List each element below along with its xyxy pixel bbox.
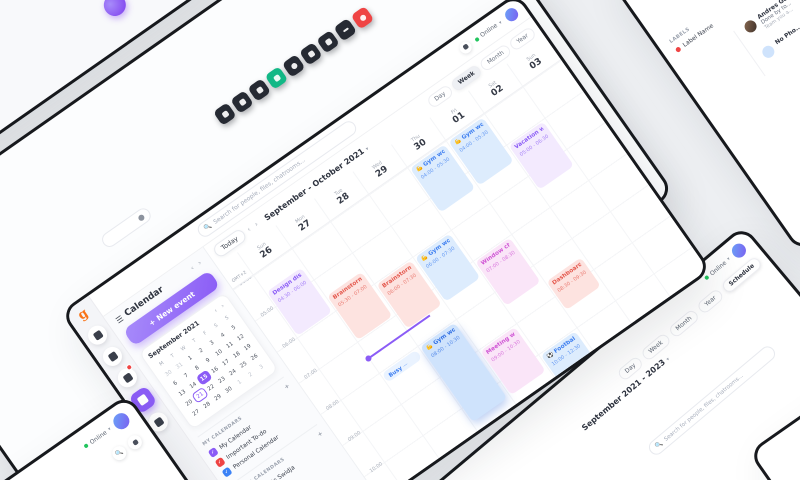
week-nav-arrows[interactable]: ‹ ›: [245, 219, 262, 234]
time-label: 05:00: [259, 305, 275, 319]
chat-icon[interactable]: [84, 321, 111, 349]
calendar-checkbox[interactable]: ✓: [207, 446, 219, 459]
event-card[interactable]: Dashboard Desig...08:30 - 09:30: [546, 256, 601, 310]
online-dot: [474, 36, 480, 42]
view-tab-year[interactable]: Year: [696, 287, 725, 315]
chat-glyph: [91, 329, 104, 341]
chevron-down-icon: ▾: [106, 426, 113, 433]
plus-icon: +: [146, 316, 158, 328]
phone-icon[interactable]: [457, 38, 474, 56]
online-status[interactable]: Online ▾: [83, 426, 113, 450]
event-card[interactable]: Window check 07:00 - 08:30: [474, 237, 541, 306]
chat-list: Andres Go... Done by to... Team you a... No…: [733, 0, 800, 77]
calendar-checkbox[interactable]: ✓: [221, 466, 233, 478]
event-card[interactable]: Vacation week05:00 - 06:30: [508, 121, 574, 190]
phone-icon[interactable]: [125, 432, 145, 452]
floating-input-pill[interactable]: [99, 205, 154, 250]
contacts-icon[interactable]: [99, 343, 126, 370]
add-calendar-button[interactable]: +: [282, 382, 292, 392]
mic-icon: [237, 97, 247, 107]
chat-icon: [272, 73, 281, 83]
online-label: Online: [708, 259, 728, 278]
calendar-glyph: [136, 393, 150, 407]
contacts-glyph: [106, 350, 119, 363]
event-card[interactable]: Busy— 08:00 - 09:30: [381, 349, 422, 383]
purple-logo-circle: [99, 0, 131, 21]
camera-icon: [255, 85, 264, 95]
app-logo[interactable]: g: [75, 305, 92, 324]
search-icon[interactable]: 🔍: [109, 443, 130, 463]
menu-icon[interactable]: ☰: [113, 313, 125, 325]
online-label: Online: [479, 22, 499, 39]
label-color-dot: [674, 46, 682, 54]
chevron-down-icon[interactable]: ▾: [665, 356, 672, 363]
calendar-checkbox[interactable]: ✓: [214, 456, 226, 468]
avatar: [742, 18, 759, 35]
share-screen-icon: [306, 49, 316, 59]
event-title: Busy: [387, 365, 404, 379]
time-label: 09:00: [346, 430, 363, 444]
phone-icon[interactable]: [114, 363, 141, 391]
time-label: 06:00: [281, 336, 297, 350]
chevron-down-icon: ▾: [497, 19, 504, 26]
phone-glyph: [121, 372, 133, 384]
search-icon: 🔍: [653, 439, 665, 451]
record-icon: [289, 61, 298, 71]
minimize-icon: [342, 27, 349, 33]
video-glyph: [152, 416, 164, 428]
grid-line: [445, 140, 594, 351]
online-label: Online: [88, 428, 109, 446]
avatar[interactable]: [502, 5, 521, 24]
hand-icon: [220, 109, 230, 119]
avatar[interactable]: [729, 240, 749, 261]
chevron-down-icon[interactable]: ▾: [364, 145, 370, 152]
chevron-down-icon: ▾: [725, 256, 732, 263]
online-dot: [704, 274, 710, 281]
search-icon: 🔍: [202, 222, 214, 233]
avatar: [759, 43, 777, 61]
grid-line: [522, 86, 671, 297]
hang-up-icon: [358, 13, 367, 22]
apps-icon: [323, 37, 333, 46]
view-tab-month[interactable]: Month: [667, 308, 701, 340]
gear-icon: [136, 213, 146, 222]
notification-badge: [125, 363, 134, 372]
time-label: 08:00: [325, 398, 341, 413]
chat-name: No Pho...: [773, 22, 800, 47]
time-label: 07:00: [303, 367, 319, 381]
online-dot: [83, 442, 90, 449]
avatar[interactable]: [110, 410, 133, 433]
add-calendar-button[interactable]: +: [316, 429, 325, 439]
time-label: 10:00: [368, 461, 384, 475]
collapse-arrows[interactable]: ‹ ›: [188, 257, 205, 273]
event-card[interactable]: Design discussion04:30 - 06:00: [266, 267, 332, 336]
